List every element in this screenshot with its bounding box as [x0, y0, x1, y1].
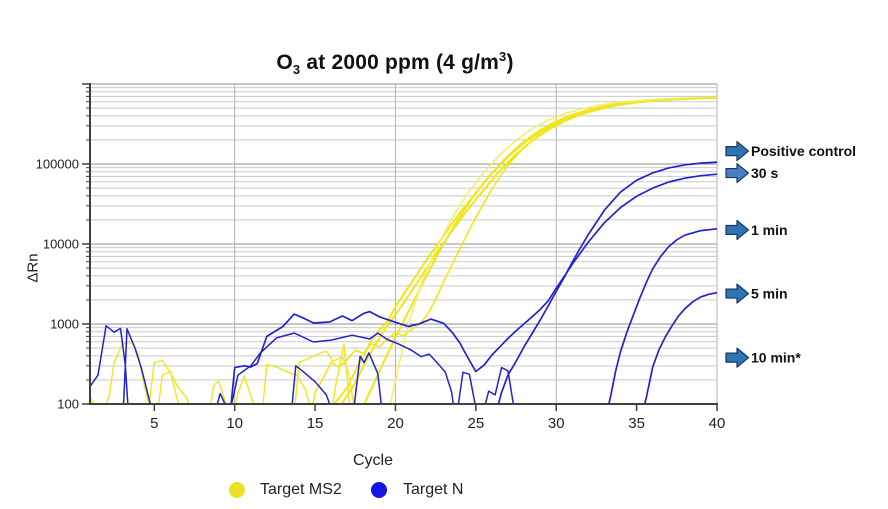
- series-line-ms2-noise-6: [234, 375, 255, 404]
- x-tick-label: 5: [150, 415, 158, 432]
- legend-n-label: Target N: [403, 481, 464, 498]
- series-line-ms2-noise-5: [209, 380, 227, 404]
- x-tick-label: 25: [468, 415, 485, 432]
- y-tick-label: 100: [57, 397, 79, 412]
- x-tick-label: 15: [307, 415, 324, 432]
- legend-ms2-dot-icon: [229, 482, 245, 498]
- series-line-ms2-noise-1: [90, 394, 94, 404]
- series-line-ms2-noise-9: [332, 343, 351, 404]
- x-tick-label: 20: [387, 415, 404, 432]
- y-tick-label: 100000: [36, 157, 79, 172]
- y-axis-label: ΔRn: [24, 253, 42, 283]
- annotation-label: 30 s: [751, 165, 778, 181]
- series-line-ms2-amplification-a: [332, 97, 717, 404]
- x-tick-label: 35: [628, 415, 645, 432]
- y-tick-label: 1000: [50, 317, 79, 332]
- series-line-n-noise-6: [291, 365, 331, 404]
- series-layer: [90, 96, 717, 404]
- y-tick-label: 10000: [43, 237, 79, 252]
- series-line-ms2-noise-7: [262, 364, 310, 404]
- annotation-label: 5 min: [751, 286, 788, 302]
- series-line-n-30-s: [230, 173, 717, 404]
- title-text-end: ): [506, 51, 514, 74]
- title-text-mid: at 2000 ppm (4 g/m: [300, 51, 500, 74]
- series-line-n-noise-1: [90, 325, 129, 404]
- annotation-arrow-icon: [725, 219, 750, 241]
- series-line-n-1-min: [607, 227, 717, 404]
- title-subscript: 3: [292, 62, 301, 78]
- annotation-label: Positive control: [751, 143, 856, 159]
- chart-title: O3 at 2000 ppm (4 g/m3): [90, 49, 700, 77]
- series-line-n-5-min: [643, 291, 717, 404]
- legend-n-dot-icon: [371, 482, 387, 498]
- title-text: O: [276, 51, 293, 74]
- annotation-label: 10 min*: [751, 350, 801, 366]
- series-line-ms2-amplification-d: [389, 96, 717, 404]
- x-tick-label: 10: [226, 415, 243, 432]
- series-line-n-noise-7: [457, 371, 476, 404]
- x-tick-label: 30: [548, 415, 565, 432]
- annotation-arrow-icon: [725, 347, 750, 368]
- series-line-ms2-noise-4: [158, 370, 180, 404]
- series-line-ms2-amplification-e: [312, 97, 717, 404]
- series-line-n-noise-5: [353, 352, 382, 404]
- annotation-arrow-icon: [725, 140, 750, 162]
- annotation-label: 1 min: [751, 222, 788, 238]
- legend-ms2-label: Target MS2: [260, 481, 342, 498]
- annotation-arrow-icon: [725, 162, 750, 184]
- series-line-n-positive-control: [497, 161, 717, 404]
- x-tick-label: 40: [709, 415, 726, 432]
- annotation-arrow-icon: [725, 283, 750, 304]
- x-axis-label: Cycle: [353, 452, 394, 469]
- title-superscript: 3: [499, 49, 507, 64]
- series-line-n-noise-8: [484, 366, 515, 404]
- series-line-n-noise-3: [216, 392, 226, 404]
- series-line-n-noise-4: [230, 332, 455, 404]
